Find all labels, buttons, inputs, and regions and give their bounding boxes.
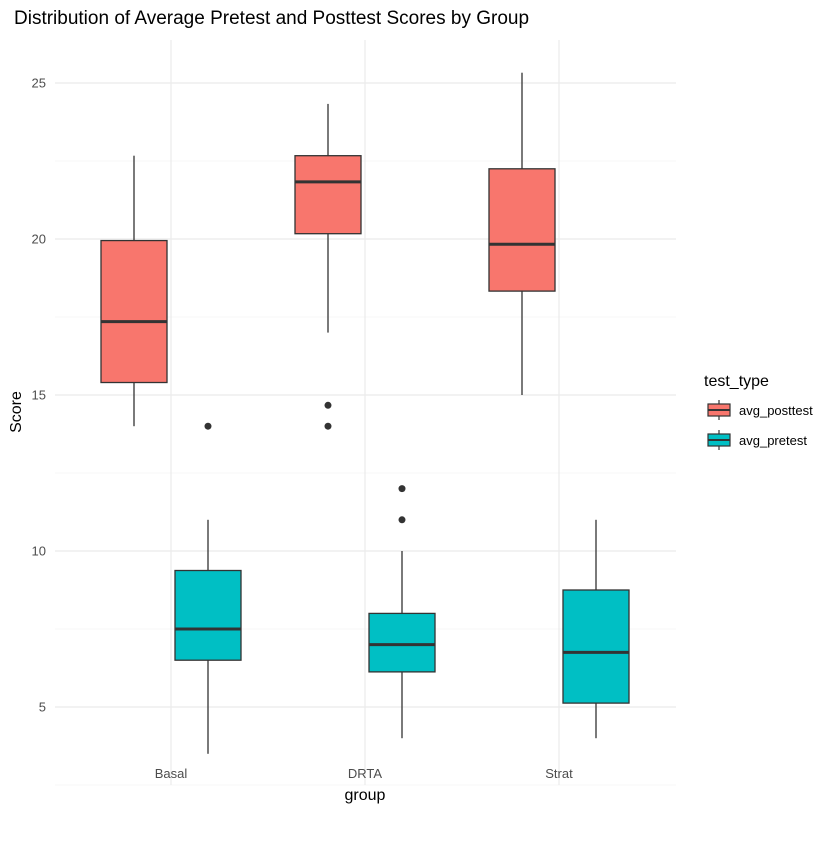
y-tick-label: 15 — [32, 388, 46, 403]
legend-label: avg_posttest — [739, 403, 813, 418]
box-avg_posttest-Strat — [488, 72, 556, 395]
legend: test_type avg_posttest avg_pretest — [704, 373, 813, 450]
box-iqr — [294, 155, 362, 235]
box-avg_pretest-Basal — [174, 422, 242, 754]
x-axis-label: group — [345, 787, 386, 804]
box-iqr — [488, 168, 556, 292]
legend-title: test_type — [704, 373, 769, 390]
outlier-point — [204, 422, 212, 430]
box-iqr — [562, 589, 630, 704]
x-tick-label: Strat — [545, 766, 573, 781]
box-avg_pretest-DRTA — [368, 485, 436, 739]
outlier-point — [324, 422, 332, 430]
y-axis-label: Score — [8, 391, 25, 433]
x-tick-label: Basal — [155, 766, 188, 781]
chart-title: Distribution of Average Pretest and Post… — [14, 8, 529, 29]
legend-entry-avg_posttest: avg_posttest — [707, 400, 813, 420]
outlier-point — [324, 401, 332, 409]
grid — [55, 40, 676, 786]
axes: 5 10 15 20 25 Basal DRTA Strat — [32, 76, 574, 782]
outlier-point — [398, 485, 406, 493]
box-iqr — [174, 569, 242, 661]
box-avg_posttest-DRTA — [294, 103, 362, 430]
legend-entry-avg_pretest: avg_pretest — [707, 430, 807, 450]
box-iqr — [100, 239, 168, 384]
legend-label: avg_pretest — [739, 433, 807, 448]
box-avg_posttest-Basal — [100, 155, 168, 427]
y-tick-label: 20 — [32, 232, 46, 247]
boxes — [100, 72, 630, 754]
y-tick-label: 25 — [32, 76, 46, 91]
box-iqr — [368, 612, 436, 673]
y-tick-label: 5 — [39, 700, 46, 715]
outlier-point — [398, 516, 406, 524]
x-tick-label: DRTA — [348, 766, 383, 781]
y-tick-label: 10 — [32, 544, 46, 559]
box-avg_pretest-Strat — [562, 519, 630, 739]
